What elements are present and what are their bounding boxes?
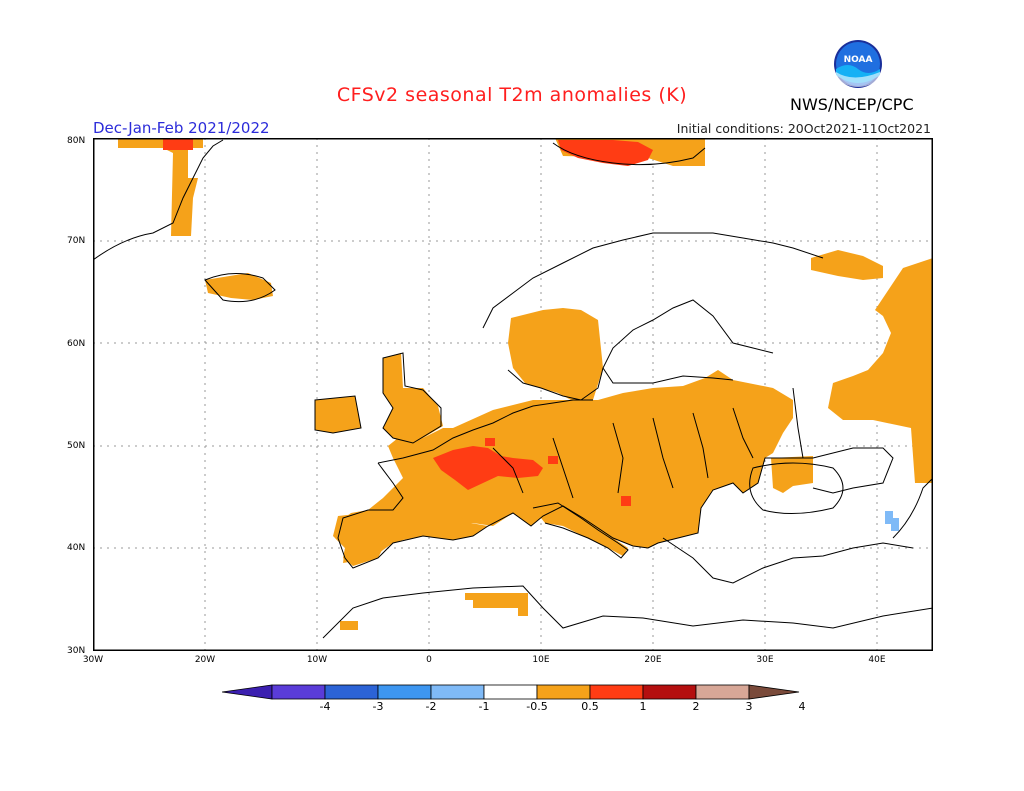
colorbar-swatch bbox=[377, 684, 432, 700]
lat-tick: 40N bbox=[67, 543, 86, 553]
colorbar-label: 1 bbox=[639, 700, 647, 713]
colorbar-swatch bbox=[324, 684, 379, 700]
initial-conditions-label: Initial conditions: 20Oct2021-11Oct2021 bbox=[676, 121, 931, 136]
lon-tick: 20W bbox=[194, 655, 216, 665]
colorbar-label: 0.5 bbox=[581, 700, 599, 713]
anomaly-positive-0-5-1 bbox=[118, 138, 933, 630]
lon-tick: 30W bbox=[82, 655, 104, 665]
colorbar-label: 4 bbox=[798, 700, 806, 713]
lon-tick: 40E bbox=[868, 655, 886, 665]
map-coastlines bbox=[93, 139, 933, 639]
colorbar-label: -0.5 bbox=[526, 700, 548, 713]
lat-tick: 30N bbox=[67, 646, 86, 656]
colorbar-swatch bbox=[589, 684, 644, 700]
colorbar-arrow-low bbox=[222, 684, 273, 700]
colorbar bbox=[222, 684, 800, 700]
colorbar-swatch bbox=[271, 684, 326, 700]
colorbar-label: -3 bbox=[372, 700, 384, 713]
noaa-logo-text: NOAA bbox=[844, 55, 873, 65]
colorbar-swatch bbox=[695, 684, 750, 700]
lon-tick: 20E bbox=[644, 655, 662, 665]
colorbar-label: -1 bbox=[478, 700, 490, 713]
colorbar-arrow-high bbox=[748, 684, 800, 700]
map-title: CFSv2 seasonal T2m anomalies (K) bbox=[336, 84, 688, 106]
colorbar-label: -2 bbox=[425, 700, 437, 713]
noaa-logo: NOAA bbox=[834, 40, 882, 88]
anomaly-positive-1-2 bbox=[163, 138, 653, 506]
lat-tick: 80N bbox=[67, 136, 86, 146]
agency-label: NWS/NCEP/CPC bbox=[790, 95, 914, 114]
colorbar-swatch bbox=[483, 684, 538, 700]
lon-tick: 30E bbox=[756, 655, 774, 665]
colorbar-swatch bbox=[536, 684, 591, 700]
lon-tick: 10W bbox=[306, 655, 328, 665]
colorbar-label: -4 bbox=[319, 700, 331, 713]
anomaly-map bbox=[93, 138, 933, 651]
lat-tick: 50N bbox=[67, 441, 86, 451]
colorbar-swatch bbox=[430, 684, 485, 700]
colorbar-swatch bbox=[642, 684, 697, 700]
lat-tick: 70N bbox=[67, 236, 86, 246]
lon-tick: 10E bbox=[532, 655, 550, 665]
season-label: Dec-Jan-Feb 2021/2022 bbox=[93, 119, 270, 137]
anomaly-negative-0-5-1 bbox=[885, 511, 899, 531]
map-frame bbox=[93, 138, 933, 651]
colorbar-label: 3 bbox=[745, 700, 753, 713]
map-gridlines bbox=[93, 138, 933, 651]
colorbar-label: 2 bbox=[692, 700, 700, 713]
lon-tick: 0 bbox=[426, 655, 432, 665]
lat-tick: 60N bbox=[67, 339, 86, 349]
